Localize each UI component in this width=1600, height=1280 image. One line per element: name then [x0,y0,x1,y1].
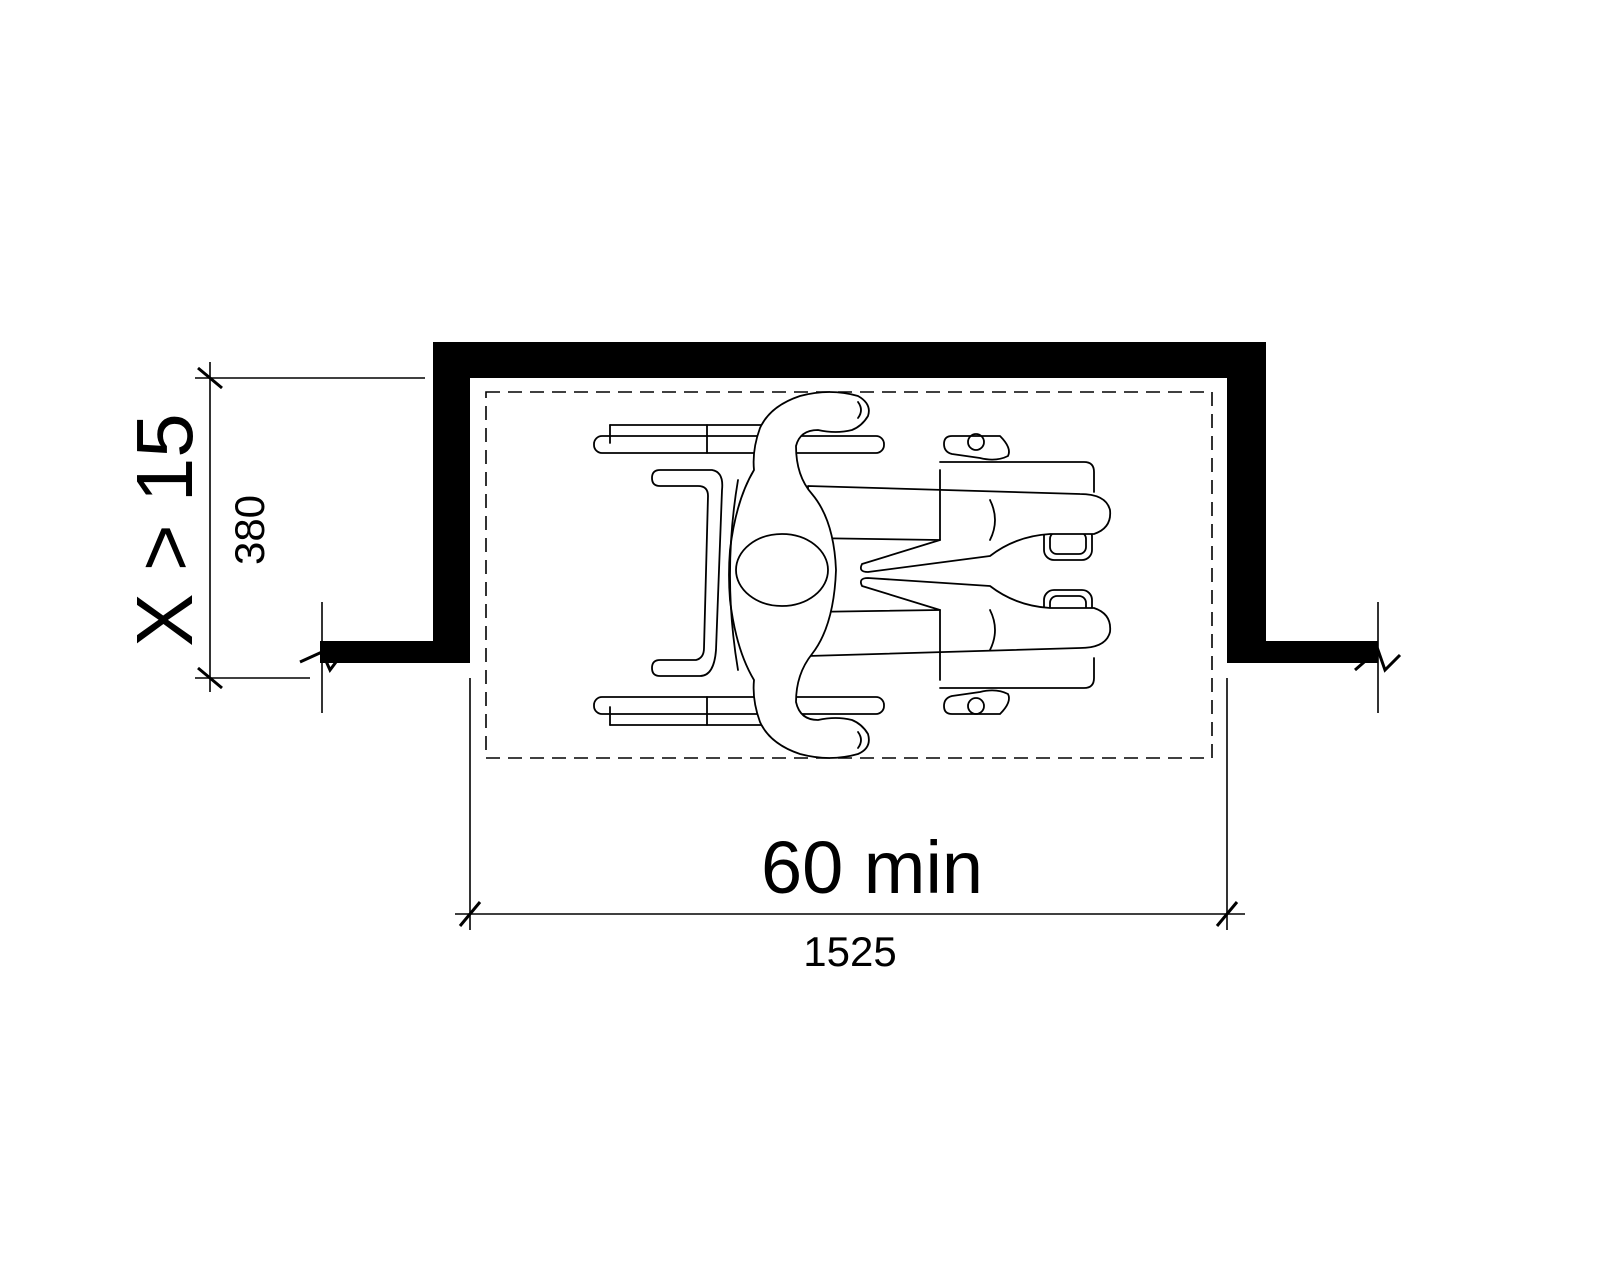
depth-metric: 380 [226,495,273,565]
width-dimension [455,678,1245,930]
clear-floor-space [485,391,1213,759]
width-metric: 1525 [803,928,896,975]
wall-break-right [1354,602,1402,713]
width-label: 60 min [761,826,983,909]
wheelchair-user-icon [593,391,1112,759]
depth-dimension [195,362,425,692]
depth-label: X > 15 [120,413,209,647]
wall-break-left [299,602,347,713]
